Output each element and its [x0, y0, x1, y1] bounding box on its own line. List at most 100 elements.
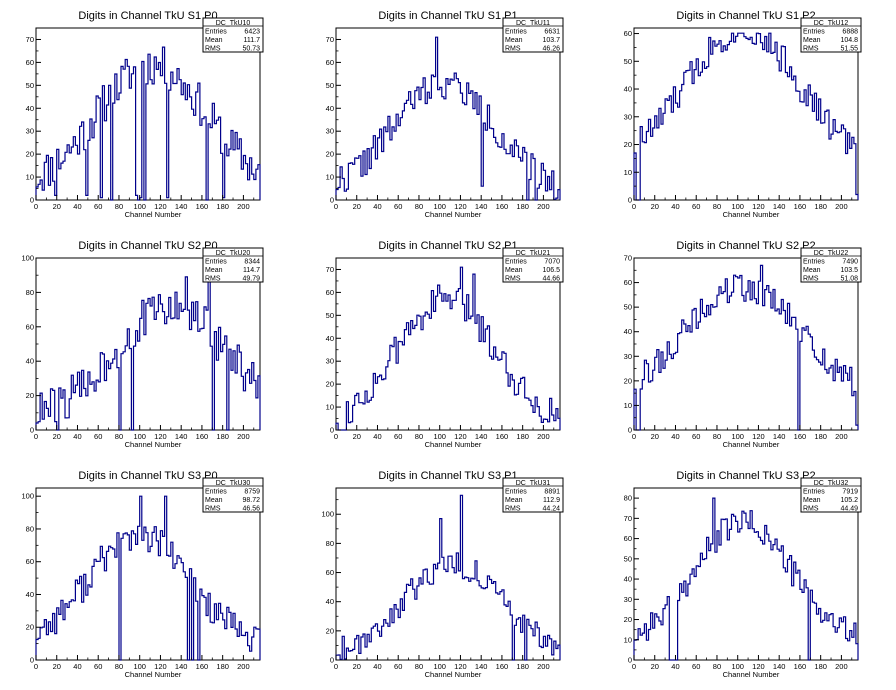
stats-label: RMS [505, 506, 521, 513]
y-tick-label: 0 [30, 196, 34, 205]
y-tick-label: 10 [326, 403, 334, 412]
stats-value: 6631 [544, 29, 560, 36]
x-tick-label: 40 [671, 432, 679, 441]
x-tick-label: 200 [237, 202, 250, 211]
x-tick-label: 60 [394, 432, 402, 441]
y-tick-label: 50 [326, 311, 334, 320]
stats-box: DC_TkU30 Entries 8759 Mean 98.72 RMS 46.56 [202, 477, 264, 513]
x-tick-label: 40 [73, 662, 81, 671]
x-tick-label: 140 [773, 432, 786, 441]
x-axis-label: Channel Number [425, 670, 482, 679]
x-axis-label: Channel Number [723, 440, 780, 449]
stats-box: DC_TkU21 Entries 7070 Mean 106.5 RMS 44.66 [502, 247, 564, 283]
stats-label: RMS [505, 46, 521, 53]
x-tick-label: 120 [752, 662, 765, 671]
y-tick-label: 30 [326, 127, 334, 136]
x-tick-label: 200 [835, 432, 848, 441]
plot-frame [35, 487, 261, 661]
x-tick-label: 40 [373, 202, 381, 211]
histogram-line [35, 495, 261, 661]
y-tick-label: 40 [624, 85, 632, 94]
y-tick-label: 40 [624, 327, 632, 336]
y-tick-label: 60 [326, 58, 334, 67]
y-tick-label: 50 [624, 554, 632, 563]
y-tick-label: 80 [326, 539, 334, 548]
chart-title: Digits in Channel TkU S1 P2 [676, 10, 815, 22]
y-tick-label: 60 [624, 278, 632, 287]
x-tick-label: 160 [196, 432, 209, 441]
stats-label: Entries [505, 489, 527, 496]
y-tick-label: 100 [21, 254, 34, 263]
x-tick-label: 0 [334, 432, 338, 441]
histogram-panel-9: Digits in Channel TkU S3 P20 20 40 60 80 100 1… [624, 470, 862, 679]
stats-label: Mean [505, 37, 523, 44]
x-tick-label: 180 [814, 202, 827, 211]
x-tick-label: 60 [692, 432, 700, 441]
stats-name: DC_TkU11 [516, 20, 550, 27]
x-axis-label: Channel Number [425, 440, 482, 449]
x-tick-label: 20 [53, 662, 61, 671]
x-tick-label: 180 [216, 432, 229, 441]
stats-value: 98.72 [242, 497, 260, 504]
x-tick-label: 140 [475, 662, 488, 671]
x-tick-label: 60 [94, 662, 102, 671]
x-tick-label: 200 [537, 662, 550, 671]
stats-value: 44.49 [840, 506, 858, 513]
y-tick-label: 20 [326, 626, 334, 635]
y-tick-label: 20 [26, 150, 34, 159]
y-tick-label: 80 [624, 494, 632, 503]
x-tick-label: 180 [216, 202, 229, 211]
histogram-line [335, 494, 561, 661]
chart-title: Digits in Channel TkU S3 P1 [378, 470, 517, 482]
stats-name: DC_TkU31 [516, 480, 551, 487]
y-tick-label: 30 [624, 595, 632, 604]
x-tick-label: 80 [713, 202, 721, 211]
y-tick-label: 70 [624, 514, 632, 523]
x-tick-label: 180 [814, 432, 827, 441]
histogram-panel-4: Digits in Channel TkU S2 P0 0 20 40 60 80 100 1… [21, 240, 264, 449]
x-tick-label: 120 [752, 432, 765, 441]
x-tick-label: 60 [94, 432, 102, 441]
stats-value: 7490 [842, 259, 858, 266]
x-tick-label: 0 [334, 202, 338, 211]
stats-value: 46.26 [542, 46, 560, 53]
plot-frame [335, 487, 561, 661]
histogram-panel-3: Digits in Channel TkU S1 P20 20 40 60 80 100 1… [624, 10, 862, 219]
x-axis-label: Channel Number [125, 210, 182, 219]
x-tick-label: 140 [175, 432, 188, 441]
stats-label: Entries [205, 489, 227, 496]
x-tick-label: 180 [814, 662, 827, 671]
y-tick-label: 30 [26, 127, 34, 136]
y-tick-label: 0 [330, 426, 334, 435]
y-tick-label: 20 [26, 391, 34, 400]
x-tick-label: 200 [537, 432, 550, 441]
x-tick-label: 100 [731, 432, 744, 441]
y-tick-label: 70 [624, 254, 632, 263]
x-tick-label: 140 [773, 202, 786, 211]
x-tick-label: 20 [651, 202, 659, 211]
stats-label: Mean [505, 267, 523, 274]
stats-label: Entries [505, 29, 527, 36]
stats-name: DC_TkU32 [814, 480, 849, 487]
x-tick-label: 120 [454, 432, 467, 441]
x-tick-label: 40 [73, 202, 81, 211]
x-tick-label: 60 [692, 662, 700, 671]
x-tick-label: 100 [433, 202, 446, 211]
chart-title: Digits in Channel TkU S2 P2 [676, 240, 815, 252]
x-tick-label: 160 [496, 432, 509, 441]
stats-box: DC_TkU31 Entries 8891 Mean 112.9 RMS 44.24 [502, 477, 564, 513]
x-tick-label: 80 [115, 202, 123, 211]
y-tick-label: 0 [330, 656, 334, 665]
stats-label: Mean [803, 497, 821, 504]
x-tick-label: 200 [237, 662, 250, 671]
chart-title: Digits in Channel TkU S3 P0 [78, 470, 217, 482]
y-tick-label: 60 [326, 568, 334, 577]
x-tick-label: 0 [632, 202, 636, 211]
stats-label: RMS [803, 276, 819, 283]
stats-label: Mean [205, 497, 223, 504]
x-axis-label: Channel Number [125, 670, 182, 679]
stats-label: Entries [505, 259, 527, 266]
x-tick-label: 60 [94, 202, 102, 211]
x-tick-label: 160 [794, 202, 807, 211]
x-tick-label: 200 [537, 202, 550, 211]
